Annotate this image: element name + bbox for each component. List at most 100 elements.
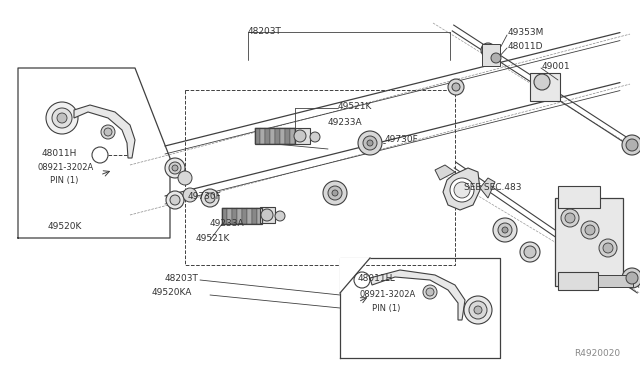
Text: 08921-3202A: 08921-3202A <box>38 163 94 172</box>
Circle shape <box>104 128 112 136</box>
Circle shape <box>294 130 306 142</box>
Circle shape <box>454 182 470 198</box>
Polygon shape <box>370 270 465 320</box>
Circle shape <box>585 225 595 235</box>
Bar <box>275 128 280 144</box>
Bar <box>257 208 262 224</box>
Bar <box>232 208 237 224</box>
Circle shape <box>46 102 78 134</box>
Circle shape <box>166 191 184 209</box>
Circle shape <box>323 181 347 205</box>
Text: 49520KA: 49520KA <box>152 288 193 297</box>
Circle shape <box>332 190 338 196</box>
Circle shape <box>502 227 508 233</box>
Circle shape <box>363 136 377 150</box>
Text: 48203T: 48203T <box>248 27 282 36</box>
Circle shape <box>52 108 72 128</box>
Bar <box>290 128 295 144</box>
Circle shape <box>464 296 492 324</box>
Circle shape <box>275 211 285 221</box>
Bar <box>598 275 633 287</box>
Bar <box>530 73 560 101</box>
Circle shape <box>481 43 495 57</box>
Circle shape <box>358 131 382 155</box>
Bar <box>260 128 265 144</box>
Circle shape <box>622 135 640 155</box>
Circle shape <box>520 242 540 262</box>
Bar <box>247 208 252 224</box>
Text: 48203T: 48203T <box>165 274 199 283</box>
Circle shape <box>565 213 575 223</box>
Circle shape <box>603 243 613 253</box>
Circle shape <box>534 74 550 90</box>
Bar <box>242 208 247 224</box>
Circle shape <box>448 79 464 95</box>
Bar <box>280 128 285 144</box>
Text: R4920020: R4920020 <box>574 349 620 358</box>
Text: 49520K: 49520K <box>48 222 83 231</box>
Circle shape <box>599 239 617 257</box>
Polygon shape <box>480 178 495 198</box>
Text: 49730F: 49730F <box>385 135 419 144</box>
Circle shape <box>450 178 474 202</box>
Polygon shape <box>340 258 370 293</box>
Circle shape <box>165 158 185 178</box>
Text: 49233A: 49233A <box>210 219 244 228</box>
Circle shape <box>172 165 178 171</box>
Circle shape <box>474 306 482 314</box>
Circle shape <box>426 288 434 296</box>
Circle shape <box>57 113 67 123</box>
Text: 49730F: 49730F <box>188 192 221 201</box>
Bar <box>255 128 295 144</box>
Bar <box>558 272 598 290</box>
Circle shape <box>310 132 320 142</box>
Bar <box>558 186 600 208</box>
Circle shape <box>561 209 579 227</box>
Text: 48011H: 48011H <box>358 274 394 283</box>
Circle shape <box>201 189 219 207</box>
Circle shape <box>622 268 640 288</box>
Circle shape <box>626 272 638 284</box>
Circle shape <box>491 53 501 63</box>
Polygon shape <box>435 165 455 180</box>
Text: 48011H: 48011H <box>42 149 77 158</box>
Text: 49233A: 49233A <box>328 118 363 127</box>
Text: 08921-3202A: 08921-3202A <box>360 290 416 299</box>
Circle shape <box>423 285 437 299</box>
Circle shape <box>205 193 215 203</box>
Bar <box>222 208 227 224</box>
Circle shape <box>469 301 487 319</box>
Bar <box>285 128 290 144</box>
Text: PIN (1): PIN (1) <box>372 304 401 313</box>
Text: 49001: 49001 <box>542 62 571 71</box>
Bar <box>482 44 500 66</box>
Bar <box>227 208 232 224</box>
Text: SEE SEC.483: SEE SEC.483 <box>464 183 522 192</box>
Text: 48011D: 48011D <box>508 42 543 51</box>
Circle shape <box>183 188 197 202</box>
Polygon shape <box>443 168 480 210</box>
Circle shape <box>493 218 517 242</box>
Bar <box>295 128 310 144</box>
Circle shape <box>626 139 638 151</box>
Bar <box>270 128 275 144</box>
Text: 49353M: 49353M <box>508 28 545 37</box>
Bar <box>252 208 257 224</box>
Bar <box>237 208 242 224</box>
Circle shape <box>498 223 512 237</box>
Polygon shape <box>74 105 135 158</box>
Circle shape <box>367 140 373 146</box>
Circle shape <box>170 195 180 205</box>
Bar <box>555 198 623 286</box>
Bar <box>265 128 270 144</box>
Circle shape <box>101 125 115 139</box>
Text: 49521K: 49521K <box>338 102 372 111</box>
Circle shape <box>169 162 181 174</box>
Bar <box>222 208 262 224</box>
Text: PIN (1): PIN (1) <box>50 176 78 185</box>
Circle shape <box>178 171 192 185</box>
Bar <box>255 128 260 144</box>
Circle shape <box>328 186 342 200</box>
Circle shape <box>524 246 536 258</box>
Text: 49521K: 49521K <box>196 234 230 243</box>
